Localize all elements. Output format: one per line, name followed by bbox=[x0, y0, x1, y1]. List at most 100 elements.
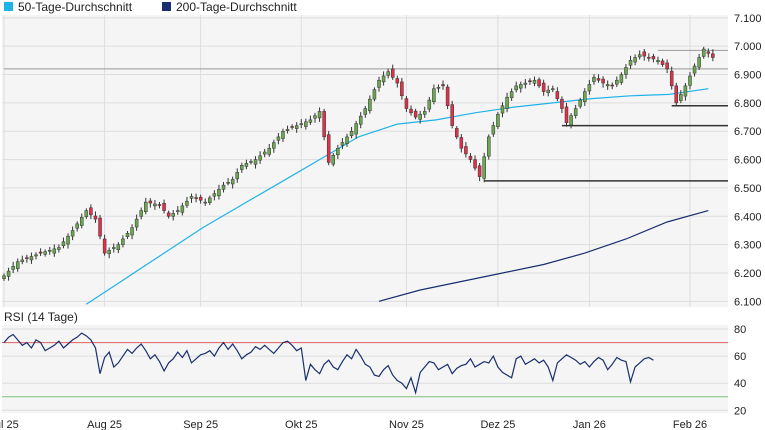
candle-up bbox=[377, 79, 381, 88]
candle-down bbox=[560, 98, 564, 109]
candle-up bbox=[253, 159, 258, 165]
candle-down bbox=[450, 104, 454, 126]
candle-up bbox=[75, 223, 79, 229]
candle-down bbox=[194, 197, 198, 199]
candle-up bbox=[592, 77, 596, 82]
candle-down bbox=[610, 84, 614, 87]
candle-up bbox=[20, 259, 25, 262]
candle-down bbox=[441, 84, 445, 87]
price-y-axis: 7.100 7.000 6.900 6.800 6.700 6.600 6.500 6.400… bbox=[734, 13, 762, 308]
candle-up bbox=[304, 121, 308, 127]
candle-down bbox=[477, 165, 482, 177]
candle-down bbox=[445, 86, 450, 106]
rsi-line bbox=[3, 332, 654, 396]
price-tick-label: 6.800 bbox=[734, 98, 762, 110]
price-tick-label: 7.000 bbox=[734, 41, 762, 53]
rsi-tick-label: 80 bbox=[734, 324, 746, 336]
x-tick-label: Dez 25 bbox=[480, 419, 515, 430]
candle-up bbox=[70, 230, 75, 237]
legend-label-ma200: 200-Tage-Durchschnitt bbox=[176, 0, 297, 14]
x-tick-label: Sep 25 bbox=[183, 419, 218, 430]
candle-up bbox=[692, 65, 697, 74]
candle-down bbox=[669, 70, 674, 87]
candle-up bbox=[551, 88, 555, 90]
candle-down bbox=[413, 110, 418, 118]
candle-up bbox=[368, 98, 372, 112]
candle-up bbox=[619, 74, 624, 83]
candle-up bbox=[317, 111, 322, 119]
candle-up bbox=[358, 115, 363, 125]
x-tick-label: Feb 26 bbox=[673, 419, 707, 430]
candle-up bbox=[386, 71, 390, 76]
candle-up bbox=[523, 82, 528, 85]
x-tick-label: Okt 25 bbox=[285, 419, 317, 430]
candle-up bbox=[514, 85, 518, 91]
candle-down bbox=[38, 251, 43, 254]
candle-up bbox=[340, 142, 345, 146]
candle-up bbox=[47, 250, 52, 252]
candle-up bbox=[244, 163, 249, 167]
candle-up bbox=[221, 184, 226, 190]
candle-up bbox=[276, 136, 281, 141]
candle-down bbox=[98, 217, 102, 237]
rsi-panel bbox=[2, 325, 728, 413]
candle-up bbox=[418, 113, 422, 120]
price-tick-label: 7.100 bbox=[734, 13, 762, 25]
candle-up bbox=[235, 172, 239, 180]
candle-up bbox=[573, 108, 578, 116]
candle-up bbox=[262, 151, 267, 155]
rsi-series bbox=[3, 332, 654, 396]
rsi-title: RSI (14 Tage) bbox=[4, 310, 78, 324]
candle-up bbox=[52, 248, 57, 254]
ma50-series bbox=[85, 88, 709, 305]
ma200-series bbox=[378, 210, 709, 302]
candle-up bbox=[281, 130, 285, 139]
candle-up bbox=[125, 233, 130, 237]
candle-up bbox=[578, 99, 582, 107]
candle-up bbox=[121, 238, 125, 245]
candle-up bbox=[656, 60, 660, 63]
candle-up bbox=[505, 96, 509, 109]
candle-down bbox=[400, 81, 404, 97]
price-panel bbox=[2, 15, 728, 307]
candle-up bbox=[487, 136, 491, 157]
candle-up bbox=[230, 179, 235, 185]
candle-down bbox=[157, 204, 162, 206]
candle-up bbox=[308, 119, 313, 123]
candle-up bbox=[134, 218, 139, 228]
rsi-tick-label: 60 bbox=[734, 351, 746, 363]
price-tick-label: 6.600 bbox=[734, 155, 762, 167]
candle-up bbox=[6, 270, 11, 277]
candle-up bbox=[336, 147, 340, 156]
candle-up bbox=[116, 244, 121, 250]
candle-down bbox=[711, 53, 715, 58]
candle-down bbox=[647, 56, 651, 59]
candle-down bbox=[528, 80, 532, 83]
candle-up bbox=[331, 155, 336, 165]
candle-up bbox=[171, 213, 175, 217]
candle-up bbox=[432, 88, 436, 102]
candle-up bbox=[112, 247, 116, 249]
candle-up bbox=[267, 147, 271, 155]
candle-up bbox=[79, 216, 84, 226]
candle-up bbox=[679, 94, 683, 101]
legend-label-ma50: 50-Tage-Durchschnitt bbox=[18, 0, 133, 14]
candle-up bbox=[532, 79, 537, 84]
ma50-line bbox=[85, 88, 709, 305]
candle-up bbox=[381, 75, 386, 83]
legend-swatch-ma200 bbox=[162, 2, 171, 11]
candle-up bbox=[294, 125, 299, 129]
candle-down bbox=[537, 79, 541, 87]
candle-down bbox=[564, 106, 569, 123]
candle-up bbox=[372, 89, 377, 100]
rsi-y-axis: 80 60 40 20 bbox=[734, 324, 746, 417]
candle-up bbox=[153, 203, 157, 207]
price-tick-label: 6.300 bbox=[734, 240, 762, 252]
candle-up bbox=[258, 155, 262, 161]
rsi-tick-label: 40 bbox=[734, 378, 746, 390]
price-tick-label: 6.100 bbox=[734, 296, 762, 308]
price-tick-label: 6.200 bbox=[734, 268, 762, 280]
candle-up bbox=[11, 266, 15, 270]
candle-up bbox=[519, 84, 523, 89]
